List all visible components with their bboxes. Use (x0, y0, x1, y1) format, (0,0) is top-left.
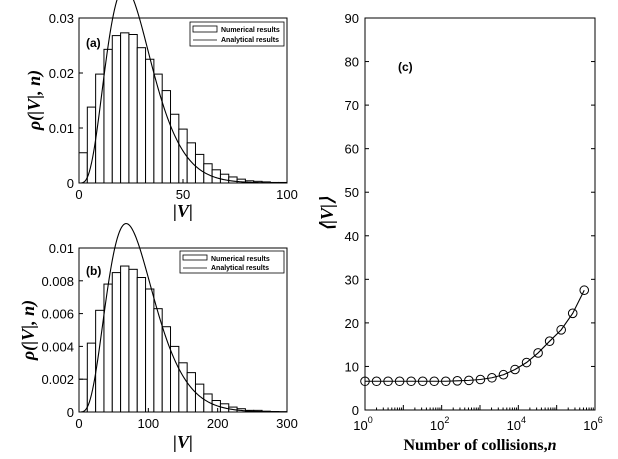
panel-a-ytick-3: 0.03 (49, 11, 74, 26)
panel-a-legend-numerical: Numerical results (221, 27, 280, 34)
panel-a-ytick-1: 0.01 (49, 121, 74, 136)
panel-c-point-7 (440, 376, 451, 387)
panel-c-xlabel-var: n (548, 437, 557, 454)
panel-a-ylabel: ρ(|V|, n) (24, 70, 45, 131)
panel-b-bar-9 (153, 308, 163, 413)
panel-c-ytick-4: 40 (345, 229, 359, 244)
panel-c-point-6 (429, 376, 440, 387)
panel-c-point-1 (371, 376, 382, 387)
panel-c-point-18 (567, 308, 578, 319)
panel-c-ylabel: ⟨|V|⟩ (317, 196, 337, 231)
panel-c-xlabel: Number of collisions,n (403, 437, 556, 454)
panel-c-point-0 (360, 376, 370, 387)
panel-a-label: (a) (86, 36, 101, 50)
panel-b-bar-7 (136, 277, 147, 413)
panel-c-ytick-7: 70 (345, 98, 359, 113)
panel-b-legend: Numerical results Analytical results (179, 250, 285, 274)
panel-a-analytical-curve (79, 0, 287, 184)
panel-b-xtick-0: 0 (75, 416, 82, 431)
panel-b-label: (b) (86, 264, 101, 278)
panel-c-point-11 (487, 372, 497, 383)
panel-a-legend: Numerical results Analytical results (189, 21, 285, 47)
panel-c-ytick-0: 0 (352, 403, 359, 418)
panel-b-ytick-5: 0.01 (49, 241, 74, 256)
panel-c-xtick-3: 106 (583, 415, 602, 433)
panel-b-bar-8 (145, 288, 155, 413)
panel-a-legend-box (189, 21, 285, 47)
panel-b-ytick-4: 0.008 (41, 274, 74, 289)
panel-c-point-14 (521, 357, 532, 368)
panel-a: (a) Numerical results Analytical results… (24, 0, 298, 221)
panel-a-xtick-0: 0 (75, 187, 82, 202)
panel-c: (c) ⟨|V|⟩ Number of collisions,n 0 10 20 30… (317, 11, 603, 454)
panel-b-ylabel: ρ(|V|, n) (18, 300, 39, 361)
panel-b-analytical-curve (79, 222, 288, 413)
panel-c-line (365, 289, 585, 382)
panel-b-bar-11 (170, 345, 180, 413)
panel-c-point-5 (417, 376, 428, 387)
panel-b-xtick-3: 300 (276, 416, 298, 431)
panel-c-ytick-8: 80 (345, 55, 359, 70)
panel-c-ytick-1: 10 (345, 359, 359, 374)
panel-b-ytick-2: 0.004 (41, 339, 74, 354)
panel-b-xtick-2: 200 (207, 416, 229, 431)
panel-b-ytick-3: 0.006 (41, 307, 74, 322)
panel-c-label: (c) (398, 60, 413, 74)
panel-c-point-13 (510, 364, 520, 375)
panel-b-xlabel: |V| (173, 432, 193, 452)
panel-a-bar-5 (120, 32, 130, 184)
panel-a-bar-13 (186, 142, 196, 184)
panel-c-point-16 (544, 336, 555, 346)
panel-a-bar-7 (136, 47, 147, 184)
panel-a-bar-9 (153, 73, 163, 184)
panel-a-bar-11 (170, 113, 180, 184)
panel-c-point-15 (533, 348, 543, 358)
panel-b-ytick-0: 0 (67, 405, 74, 420)
panel-a-bar-6 (128, 34, 138, 184)
panel-c-ytick-5: 50 (345, 185, 359, 200)
panel-c-point-2 (383, 376, 393, 387)
panel-b-bar-5 (120, 265, 130, 413)
panel-c-xlabel-text: Number of collisions, (403, 437, 547, 454)
panel-a-bar-4 (111, 35, 122, 184)
panel-b-legend-analytical: Analytical results (211, 265, 269, 272)
panel-b-legend-numerical: Numerical results (211, 256, 270, 263)
panel-a-legend-analytical: Analytical results (221, 37, 279, 44)
panel-a-bar-14 (194, 153, 205, 184)
panel-b-bar-4 (111, 272, 122, 413)
panel-c-ytick-9: 90 (345, 11, 359, 26)
panel-a-ytick-0: 0 (67, 176, 74, 191)
panel-a-bar-0 (78, 152, 88, 184)
panel-a-legend-bar-swatch (192, 25, 218, 33)
panel-c-point-17 (556, 325, 566, 335)
panel-c-point-19 (579, 285, 590, 296)
panel-b-bar-6 (128, 268, 138, 413)
panel-a-xtick-1: 50 (176, 187, 190, 202)
panel-c-point-12 (498, 369, 509, 380)
panel-c-point-3 (394, 376, 405, 387)
panel-c-ytick-6: 60 (345, 142, 359, 157)
panel-c-point-9 (464, 375, 474, 386)
panel-c-xtick-1: 102 (430, 415, 449, 433)
panel-a-xtick-2: 100 (276, 187, 298, 202)
panel-b-bar-13 (186, 372, 196, 413)
panel-c-point-8 (452, 376, 463, 386)
panel-a-xlabel: |V| (173, 201, 193, 221)
panel-b-bar-0 (78, 378, 88, 413)
panel-c-point-10 (475, 374, 486, 385)
panel-a-bar-18 (228, 176, 238, 184)
panel-c-xtick-2: 104 (507, 415, 526, 433)
panel-c-point-4 (406, 376, 416, 387)
panel-b: (b) Numerical results Analytical results… (18, 222, 298, 452)
panel-b-legend-bar-swatch (182, 254, 208, 261)
panel-a-bar-8 (145, 58, 155, 184)
panel-b-xtick-1: 100 (137, 416, 159, 431)
panel-a-ytick-2: 0.02 (49, 66, 74, 81)
panel-b-ytick-1: 0.002 (41, 372, 74, 387)
panel-c-frame (364, 17, 596, 411)
panel-c-ytick-2: 20 (345, 316, 359, 331)
panel-c-ytick-3: 30 (345, 272, 359, 287)
panel-c-xtick-0: 100 (353, 415, 372, 433)
